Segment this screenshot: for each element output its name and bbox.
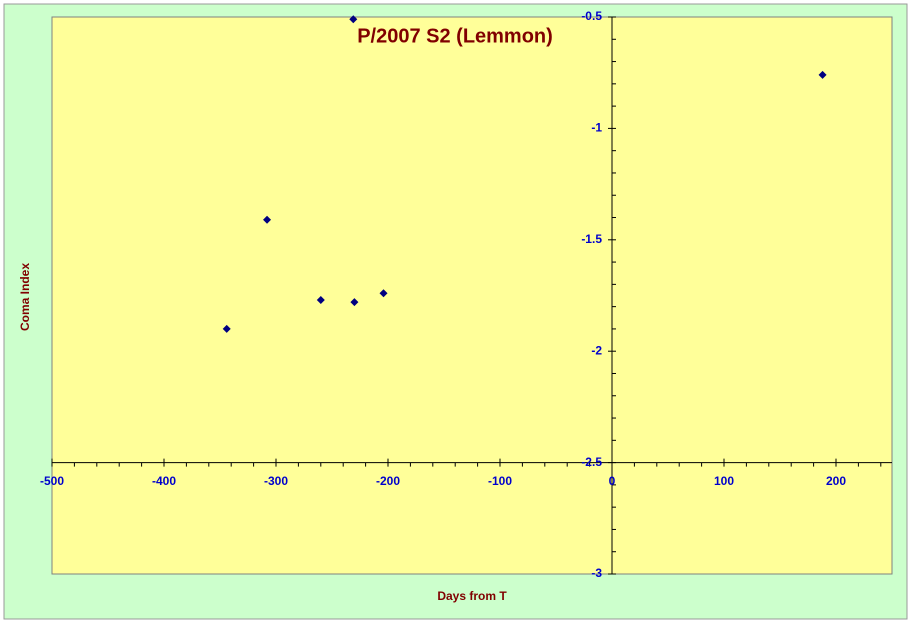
y-tick-label: -0.5 bbox=[581, 9, 602, 23]
x-axis-label: Days from T bbox=[437, 589, 507, 603]
y-tick-label: -3 bbox=[591, 566, 602, 580]
x-tick-label: 200 bbox=[826, 474, 846, 488]
y-axis-label: Coma Index bbox=[18, 263, 32, 331]
data-point bbox=[349, 15, 358, 24]
y-tick-label: -2 bbox=[591, 343, 602, 357]
x-tick-label: -100 bbox=[488, 474, 512, 488]
y-tick-label: -2.5 bbox=[581, 455, 602, 469]
x-tick-label: 0 bbox=[609, 474, 616, 488]
y-tick-label: -1 bbox=[591, 121, 602, 135]
data-point bbox=[263, 215, 272, 224]
data-point bbox=[350, 298, 359, 307]
x-tick-label: -400 bbox=[152, 474, 176, 488]
plot-area bbox=[51, 16, 893, 575]
x-tick-label: -500 bbox=[40, 474, 64, 488]
x-tick-label: 100 bbox=[714, 474, 734, 488]
chart-title: P/2007 S2 (Lemmon) bbox=[357, 25, 553, 47]
data-point bbox=[222, 324, 231, 333]
y-tick-label: -1.5 bbox=[581, 232, 602, 246]
data-point bbox=[316, 295, 325, 304]
x-tick-label: -300 bbox=[264, 474, 288, 488]
data-point bbox=[379, 289, 388, 298]
data-point bbox=[818, 70, 827, 79]
x-tick-label: -200 bbox=[376, 474, 400, 488]
